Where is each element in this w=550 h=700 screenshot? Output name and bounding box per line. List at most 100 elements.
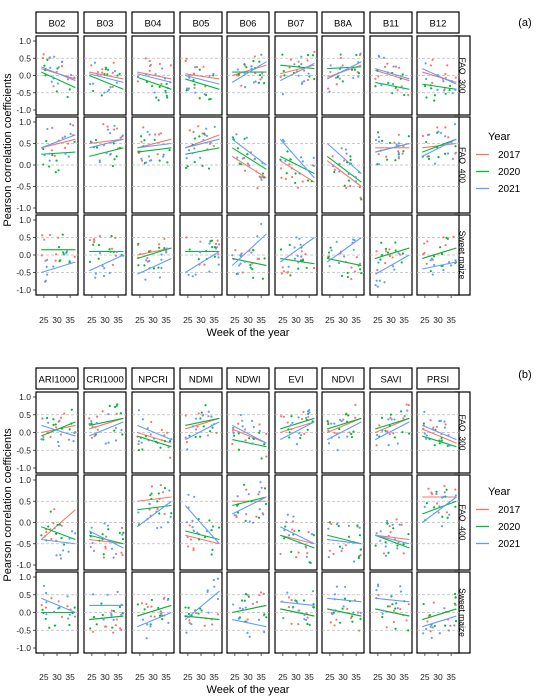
data-point-2021: [233, 514, 236, 517]
data-point-2017: [104, 545, 107, 548]
data-point-2017: [405, 403, 408, 406]
data-point-2021: [199, 251, 202, 254]
data-point-2017: [290, 622, 293, 625]
data-point-2020: [247, 595, 250, 598]
data-point-2020: [106, 73, 109, 76]
data-point-2020: [55, 532, 58, 535]
trend-line-2020: [327, 257, 362, 267]
data-point-2021: [381, 612, 384, 615]
data-point-2017: [299, 434, 303, 437]
data-point-2017: [391, 256, 394, 259]
y-tick-label: 0.5: [19, 410, 31, 420]
data-point-2020: [399, 77, 402, 80]
facet-b11-0: [369, 35, 413, 116]
data-point-2021: [391, 82, 395, 86]
x-tick-label: 25: [420, 672, 430, 682]
data-point-2020: [263, 487, 267, 490]
data-point-2020: [213, 255, 216, 258]
data-point-2020: [207, 167, 211, 170]
data-point-2020: [193, 83, 196, 86]
data-point-2017: [452, 235, 455, 238]
data-point-2020: [309, 561, 312, 564]
data-point-2017: [393, 141, 396, 144]
data-point-2020: [42, 147, 45, 151]
trend-line-2021: [374, 254, 410, 275]
data-point-2020: [55, 159, 58, 162]
y-axis-label: Pearson correlation coefficients: [2, 428, 14, 582]
data-point-2021: [92, 549, 96, 552]
data-point-2017: [333, 168, 336, 171]
data-point-2020: [376, 69, 379, 72]
data-point-2017: [297, 60, 300, 63]
data-point-2017: [166, 431, 169, 434]
data-point-2021: [286, 513, 289, 516]
data-point-2020: [48, 165, 51, 168]
data-point-2017: [307, 530, 310, 534]
trend-line-2021: [231, 233, 267, 266]
data-point-2017: [431, 58, 434, 61]
data-point-2017: [306, 616, 309, 619]
data-point-2021: [347, 524, 351, 528]
data-point-2017: [402, 417, 405, 420]
data-point-2017: [449, 624, 452, 627]
data-point-2020: [141, 448, 144, 451]
y-tick-label: -0.5: [16, 88, 31, 98]
data-point-2021: [144, 73, 148, 76]
facet-b03-0: [83, 35, 127, 116]
facet-evi-0: [274, 391, 318, 474]
x-tick-label: 30: [196, 672, 206, 682]
data-point-2021: [213, 585, 216, 588]
data-point-2021: [48, 159, 51, 162]
data-point-2017: [432, 426, 435, 429]
data-point-2020: [338, 428, 341, 431]
data-point-2020: [283, 74, 286, 77]
data-point-2021: [210, 415, 213, 418]
data-point-2017: [203, 624, 206, 627]
data-point-2020: [243, 483, 246, 486]
data-point-2021: [216, 246, 219, 249]
data-point-2021: [49, 66, 52, 69]
data-point-2020: [355, 53, 358, 57]
y-tick-label: -0.5: [16, 268, 31, 278]
data-point-2020: [294, 172, 297, 175]
data-point-2017: [245, 513, 248, 516]
data-point-2021: [254, 80, 257, 83]
data-point-2020: [380, 416, 384, 419]
data-point-2021: [91, 82, 95, 85]
data-point-2020: [113, 158, 116, 161]
data-point-2021: [148, 259, 151, 263]
data-point-2017: [400, 523, 403, 526]
data-point-2017: [50, 597, 53, 600]
facet-strip-column: [274, 367, 318, 390]
data-point-2021: [344, 148, 348, 151]
data-point-2020: [204, 404, 207, 407]
data-point-2020: [432, 255, 435, 258]
data-point-2021: [435, 492, 438, 496]
data-point-2020: [376, 131, 380, 134]
data-point-2021: [251, 419, 254, 422]
y-tick-label: 0.0: [19, 428, 31, 438]
data-point-2017: [43, 238, 46, 241]
y-tick-label: -1.0: [16, 285, 31, 295]
data-point-2020: [210, 553, 213, 556]
x-tick-label: 30: [52, 672, 62, 682]
data-point-2020: [210, 528, 213, 532]
data-point-2020: [341, 607, 344, 610]
trend-line-2021: [41, 538, 76, 545]
data-point-2021: [231, 603, 235, 606]
trend-line-2020: [41, 151, 76, 155]
facet-column-label: NPCRI: [138, 375, 168, 386]
data-point-2020: [158, 614, 162, 617]
trend-line-2021: [137, 142, 172, 149]
data-point-2017: [341, 64, 344, 67]
facet-row-label: FAO_300: [458, 58, 468, 94]
data-point-2020: [243, 599, 246, 602]
trend-line-2020: [327, 66, 362, 70]
data-point-2017: [112, 631, 115, 634]
data-point-2020: [438, 442, 441, 445]
data-point-2021: [45, 265, 48, 268]
data-point-2020: [150, 492, 153, 495]
data-point-2020: [423, 84, 427, 88]
data-point-2021: [217, 256, 220, 259]
data-point-2021: [152, 437, 156, 440]
